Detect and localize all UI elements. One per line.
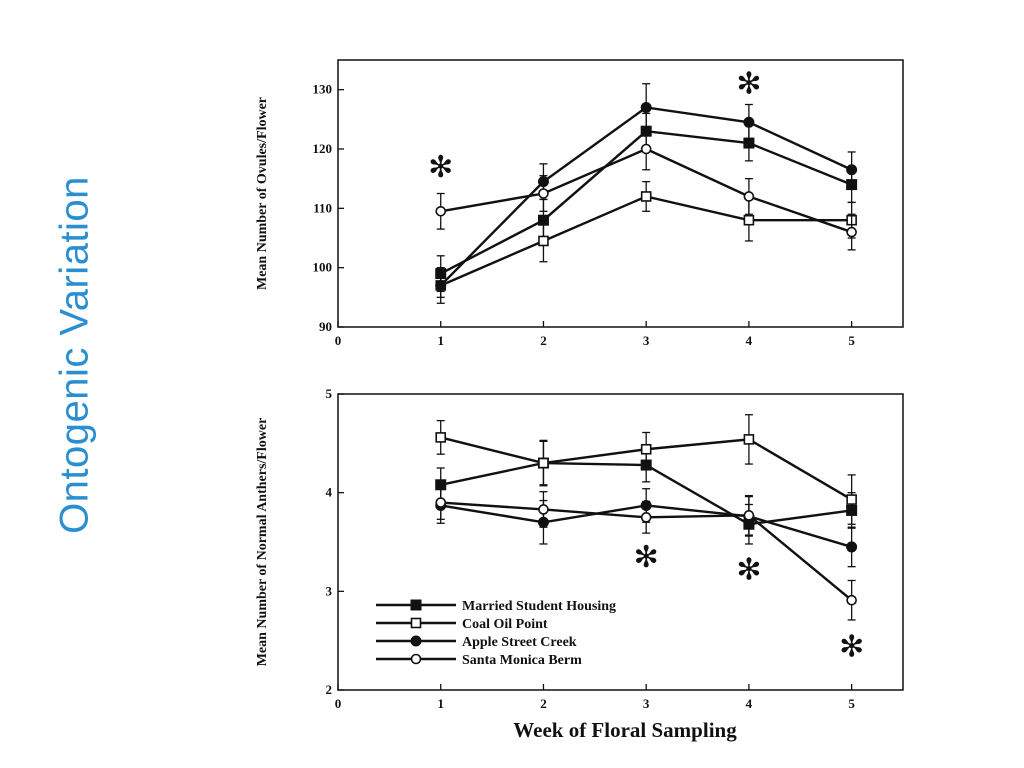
legend-marker	[410, 635, 422, 647]
significance-asterisk: ✻	[839, 630, 864, 665]
data-point	[640, 101, 652, 113]
data-point	[435, 279, 447, 291]
data-point	[743, 116, 755, 128]
data-point	[538, 504, 549, 515]
y-tick-label: 120	[313, 141, 333, 156]
data-point	[640, 191, 652, 202]
data-point	[846, 594, 857, 606]
significance-asterisk: ✻	[736, 67, 761, 102]
y-axis-label: Mean Number of Ovules/Flower	[255, 97, 270, 290]
x-tick-label: 4	[746, 333, 753, 348]
data-point	[743, 191, 755, 202]
x-tick-label: 3	[643, 333, 650, 348]
legend-marker	[410, 617, 422, 629]
y-tick-label: 110	[313, 200, 332, 215]
data-point	[743, 434, 755, 445]
y-tick-label: 3	[326, 583, 333, 598]
x-tick-label: 2	[540, 696, 547, 711]
x-tick-label: 5	[848, 696, 855, 711]
series-santa-monica-berm	[435, 127, 857, 251]
legend-marker	[410, 653, 422, 665]
data-point	[743, 214, 755, 226]
legend-label: Married Student Housing	[462, 599, 616, 614]
data-point	[846, 541, 858, 553]
data-point	[846, 226, 857, 238]
data-point	[538, 235, 549, 247]
y-tick-label: 2	[326, 682, 333, 697]
legend-label: Santa Monica Berm	[462, 653, 582, 668]
data-point	[435, 432, 447, 443]
data-point	[640, 143, 652, 155]
x-tick-label: 5	[848, 333, 855, 348]
significance-asterisk: ✻	[634, 540, 659, 575]
plot-frame	[337, 59, 904, 328]
data-point	[538, 188, 549, 199]
data-point	[640, 443, 652, 455]
x-axis-label: Week of Floral Sampling	[513, 718, 737, 742]
y-tick-label: 4	[326, 485, 333, 500]
legend: Married Student Housing Coal Oil Point App…	[376, 599, 616, 668]
data-point	[435, 206, 447, 217]
legend-label: Apple Street Creek	[462, 635, 577, 650]
x-tick-label: 1	[437, 333, 444, 348]
y-tick-label: 100	[313, 260, 333, 275]
legend-label: Coal Oil Point	[462, 617, 548, 632]
series-apple-street-creek	[435, 83, 858, 304]
y-axis-label: Mean Number of Normal Anthers/Flower	[255, 418, 270, 667]
data-point	[538, 457, 549, 469]
series-santa-monica-berm	[435, 485, 857, 621]
data-point	[743, 510, 755, 521]
anthers-chart: 2 3 4 5 0 1 2 3 4 5 Mean Number of Normal Anthers/…	[255, 386, 904, 711]
x-tick-label: 0	[335, 333, 342, 348]
data-point	[846, 494, 857, 505]
y-tick-label: 130	[313, 82, 333, 97]
data-point	[435, 497, 447, 508]
y-tick-label: 5	[326, 386, 333, 401]
significance-asterisk: ✻	[428, 150, 453, 185]
data-point	[846, 164, 858, 176]
significance-asterisk: ✻	[736, 553, 761, 588]
legend-marker	[410, 599, 422, 611]
x-tick-label: 0	[335, 696, 342, 711]
plot-frame	[337, 393, 904, 691]
y-tick-label: 90	[319, 319, 332, 334]
data-point	[640, 512, 652, 523]
x-tick-label: 2	[540, 333, 547, 348]
series-coal-oil-point	[435, 180, 857, 298]
x-tick-label: 1	[437, 696, 444, 711]
x-tick-label: 3	[643, 696, 650, 711]
series-coal-oil-point	[435, 414, 857, 525]
ovules-chart: 90 100 110 120 130 0 1 2 3 4 5 Mean Number of Ovule…	[255, 59, 904, 348]
x-tick-label: 4	[746, 696, 753, 711]
